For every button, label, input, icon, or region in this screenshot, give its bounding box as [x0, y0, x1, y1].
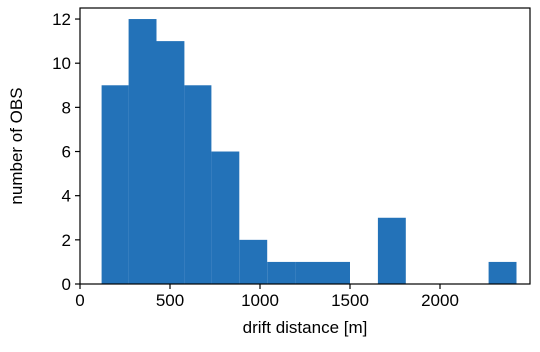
x-axis-title: drift distance [m] — [243, 318, 368, 337]
histogram-bar-7 — [295, 261, 323, 284]
x-tick-label: 1000 — [241, 291, 279, 310]
histogram-bar-0 — [101, 85, 129, 284]
y-axis-title: number of OBS — [7, 87, 26, 204]
histogram-bar-8 — [323, 261, 350, 284]
x-tick-label: 1500 — [331, 291, 369, 310]
x-tick-label: 0 — [75, 291, 84, 310]
histogram-bar-14 — [488, 261, 517, 284]
histogram-bar-5 — [239, 239, 268, 284]
y-tick-label: 6 — [62, 143, 71, 162]
histogram-bar-10 — [377, 217, 406, 284]
histogram-bar-6 — [267, 261, 296, 284]
y-tick-label: 8 — [62, 98, 71, 117]
axes-group: 0 500 1000 1500 2000 0 2 4 6 8 10 12 — [52, 7, 531, 310]
histogram-bar-3 — [184, 85, 212, 284]
y-tick-label: 2 — [62, 231, 71, 250]
histogram-bar-2 — [156, 41, 185, 285]
histogram-bar-4 — [211, 151, 240, 284]
y-tick-label: 12 — [52, 10, 71, 29]
plot-frame — [79, 7, 531, 285]
bars-group — [101, 19, 517, 285]
x-tick-label: 500 — [156, 291, 184, 310]
y-tick-label: 10 — [52, 54, 71, 73]
y-tick-label: 4 — [62, 187, 71, 206]
x-tick-label: 2000 — [421, 291, 459, 310]
y-tick-label: 0 — [62, 275, 71, 294]
histogram-bar-1 — [128, 19, 157, 284]
